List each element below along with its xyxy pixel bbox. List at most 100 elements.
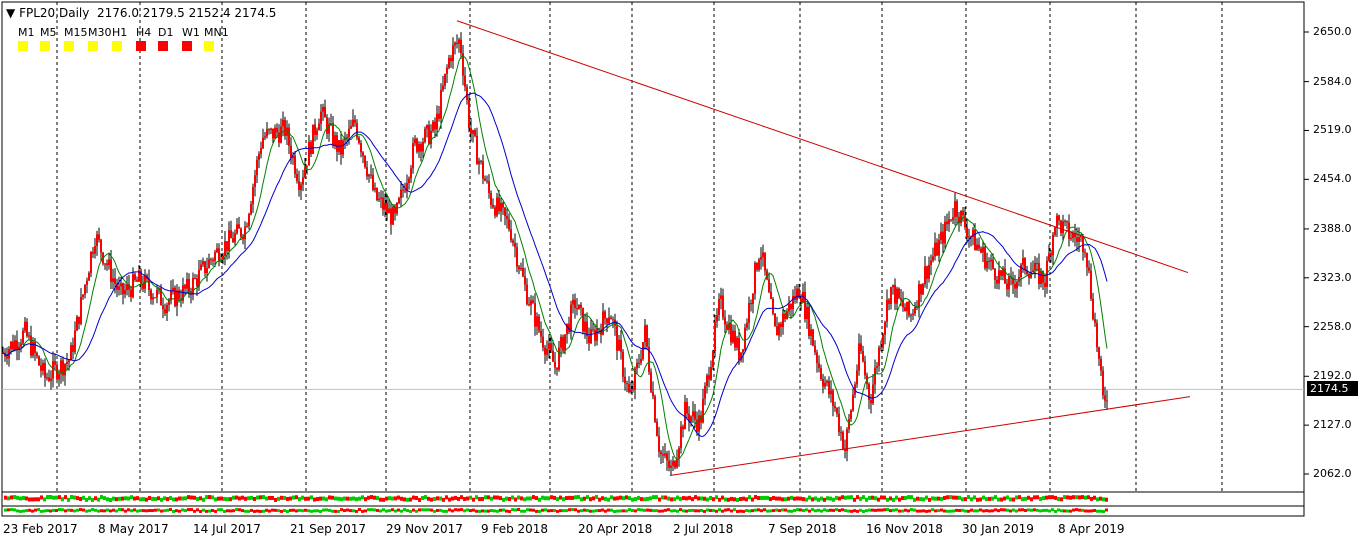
candle-body [642,342,644,359]
candle-body [956,201,958,217]
indicator-mark [346,508,349,512]
candle-body [480,160,482,162]
candle-body [592,329,594,331]
indicator-mark [1063,509,1066,513]
timeframe-label-m30[interactable]: M30 [88,26,112,39]
indicator-mark [526,508,529,512]
indicator-mark [628,496,631,501]
candle-body [1066,220,1068,223]
indicator-mark [604,496,607,501]
indicator-mark [391,508,394,512]
indicator-mark [1069,509,1072,513]
indicator-mark [184,509,187,513]
dropdown-triangle-icon[interactable]: ▼ [6,6,16,20]
timeframe-label-m5[interactable]: M5 [40,26,57,39]
candle-body [350,126,352,129]
indicator-mark [997,509,1000,513]
candle-body [78,316,80,324]
candle-body [606,318,608,324]
timeframe-label-m15[interactable]: M15 [64,26,88,39]
timeframe-label-d1[interactable]: D1 [158,26,174,39]
indicator-mark [466,496,469,501]
indicator-mark [973,509,976,513]
timeframe-label-mn1[interactable]: MN1 [204,26,229,39]
candle-body [1012,277,1014,285]
indicator-mark [553,495,556,500]
candle-body [370,174,372,176]
indicator-mark [358,496,361,501]
indicator-mark [478,497,481,502]
timeframe-label-m1[interactable]: M1 [18,26,35,39]
indicator-mark [118,496,121,501]
candle-body [960,210,962,224]
timeframe-label-h4[interactable]: H4 [136,26,152,39]
timeframe-label-w1[interactable]: W1 [182,26,200,39]
candle-body [962,210,964,216]
indicator-mark [610,495,613,500]
indicator-mark [76,508,79,512]
indicator-mark [28,508,31,512]
candle-body [212,260,214,262]
candle-body [446,67,448,74]
indicator-mark [976,497,979,502]
candle-body [882,334,884,348]
candle-body [694,411,696,420]
candle-body [388,208,390,214]
indicator-mark [520,509,523,513]
candle-body [124,290,126,295]
timeframe-label-h1[interactable]: H1 [112,26,128,39]
candle-body [1078,237,1080,242]
indicator-mark [940,496,943,501]
candle-body [720,295,722,300]
indicator-mark [505,509,508,513]
candle-body [712,351,714,368]
indicator-mark [145,509,148,513]
candle-body [534,303,536,327]
candle-body [738,337,740,361]
indicator-mark [118,508,121,512]
indicator-mark [223,496,226,501]
indicator-mark [988,509,991,513]
indicator-mark [433,509,436,513]
indicator-mark [424,508,427,512]
candle-body [468,99,470,129]
indicator-mark [523,497,526,502]
indicator-mark [64,495,67,500]
indicator-mark [103,496,106,501]
indicator-mark [574,508,577,512]
indicator-mark [337,496,340,501]
candle-body [676,458,678,468]
indicator-mark [757,508,760,512]
candle-body [752,293,754,305]
indicator-mark [280,495,283,500]
indicator-mark [622,509,625,513]
candle-body [522,268,524,277]
candle-body [652,391,654,397]
candle-body [244,226,246,240]
candle-body [236,224,238,234]
indicator-mark [667,496,670,501]
candle-body [320,111,322,124]
candle-body [658,435,660,453]
indicator-mark [967,495,970,500]
indicator-mark [316,497,319,502]
indicator-mark [226,497,229,502]
indicator-mark [889,496,892,501]
candle-body [1088,267,1090,271]
candle-body [364,155,366,168]
candle-body [164,309,166,314]
candle-body [152,297,154,300]
candle-body [1062,221,1064,234]
candle-body [304,166,306,178]
candle-body [68,360,70,363]
indicator-mark [241,509,244,513]
candle-body [1038,263,1040,285]
candle-body [826,380,828,383]
candle-body [740,352,742,361]
candle-body [112,278,114,283]
indicator-mark [994,508,997,512]
candle-body [514,242,516,248]
indicator-mark [925,495,928,500]
indicator-mark [529,508,532,512]
candle-body [870,399,872,404]
